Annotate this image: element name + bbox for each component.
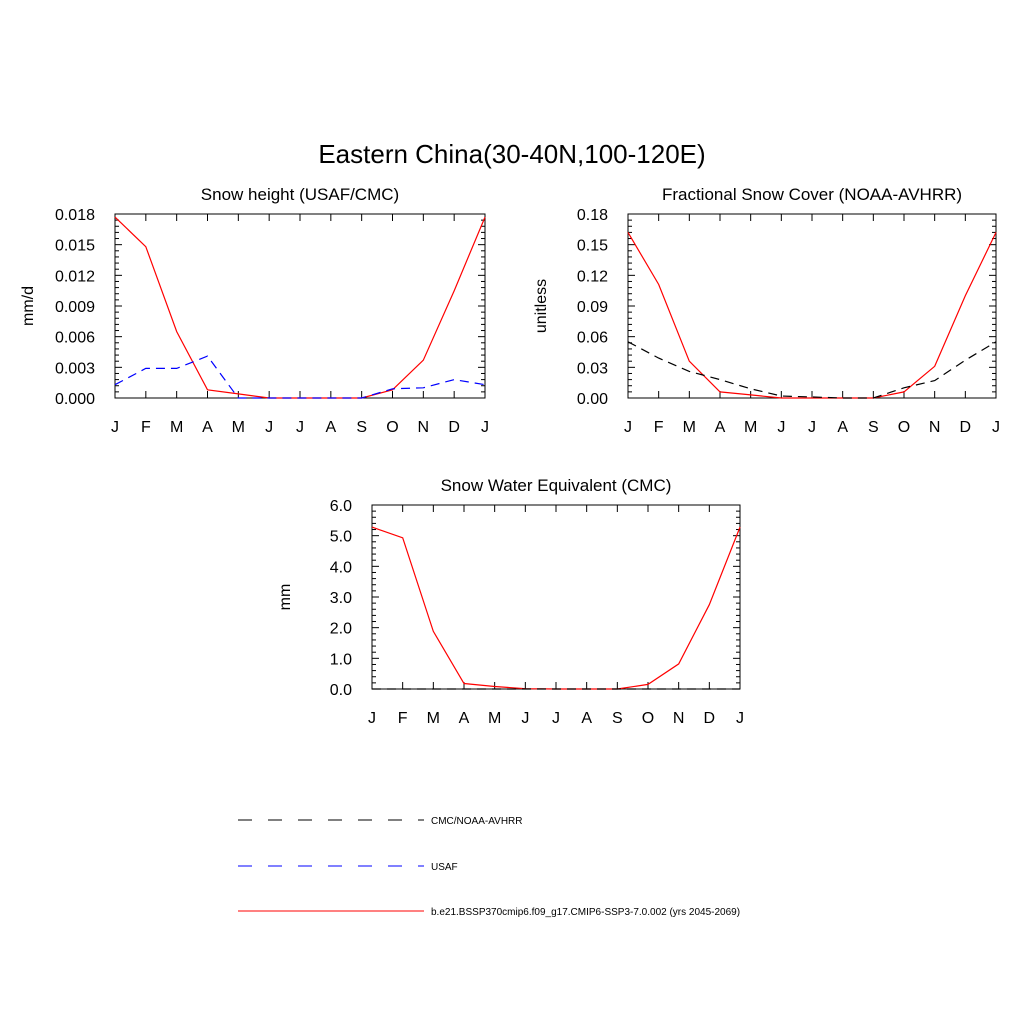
x-tick-label: J	[521, 710, 529, 727]
y-tick-label: 4.0	[330, 559, 352, 576]
y-tick-label: 0.000	[55, 391, 95, 408]
y-tick-label: 2.0	[330, 621, 352, 638]
x-tick-label: M	[427, 710, 440, 727]
y-tick-label: 0.0	[330, 682, 352, 699]
y-axis-label: mm	[277, 584, 294, 611]
x-tick-label: A	[459, 710, 470, 727]
panel-title: Snow Water Equivalent (CMC)	[441, 476, 672, 495]
x-tick-label: N	[929, 419, 941, 436]
y-tick-label: 0.06	[577, 330, 608, 347]
series-line-model	[371, 526, 741, 690]
x-tick-label: S	[612, 710, 623, 727]
x-tick-label: J	[481, 419, 489, 436]
y-tick-label: 0.009	[55, 299, 95, 316]
y-tick-label: 0.00	[577, 391, 608, 408]
x-tick-label: O	[642, 710, 654, 727]
x-tick-label: J	[777, 419, 785, 436]
x-tick-label: M	[683, 419, 696, 436]
x-tick-label: J	[552, 710, 560, 727]
x-tick-label: D	[448, 419, 460, 436]
y-tick-label: 0.003	[55, 360, 95, 377]
x-tick-label: J	[992, 419, 1000, 436]
panels: Snow height (USAF/CMC)mm/d0.0000.0030.00…	[20, 185, 1000, 727]
plot-frame	[627, 213, 997, 399]
x-tick-label: F	[398, 710, 408, 727]
series-line-model	[627, 232, 997, 399]
chart-panel-1: Snow height (USAF/CMC) mm/d 0.000 0.003 0.00…	[20, 185, 489, 436]
y-tick-label: 1.0	[330, 651, 352, 668]
y-tick-label: 3.0	[330, 590, 352, 607]
x-tick-label: J	[736, 710, 744, 727]
x-tick-label: A	[581, 710, 592, 727]
series-line-usaf	[114, 355, 486, 399]
x-tick-label: O	[386, 419, 398, 436]
x-tick-label: J	[265, 419, 273, 436]
x-tick-label: M	[488, 710, 501, 727]
y-axis-label: unitless	[533, 279, 550, 333]
y-tick-label: 0.015	[55, 238, 95, 255]
y-tick-label: 0.018	[55, 207, 95, 224]
x-tick-label: F	[141, 419, 151, 436]
series-line-cmc	[627, 341, 997, 399]
legend-label: b.e21.BSSP370cmip6.f09_g17.CMIP6-SSP3-7.…	[431, 907, 740, 918]
x-tick-label: A	[325, 419, 336, 436]
y-tick-label: 0.15	[577, 238, 608, 255]
legend-item-1: CMC/NOAA-AVHRR	[238, 816, 522, 827]
legend: CMC/NOAA-AVHRR USAF b.e21.BSSP370cmip6.f09…	[238, 816, 740, 918]
figure-title: Eastern China(30-40N,100-120E)	[318, 139, 705, 169]
x-tick-label: J	[624, 419, 632, 436]
y-tick-label: 0.12	[577, 268, 608, 285]
chart-panel-3: Snow Water Equivalent (CMC) mm 0.0 1.0 2.0 3.…	[277, 476, 744, 727]
y-tick-label: 6.0	[330, 498, 352, 515]
y-axis-label: mm/d	[20, 286, 37, 326]
x-tick-label: N	[418, 419, 430, 436]
panel-title: Snow height (USAF/CMC)	[201, 185, 399, 204]
x-tick-label: J	[111, 419, 119, 436]
legend-label: USAF	[431, 862, 458, 873]
x-tick-label: S	[356, 419, 367, 436]
x-tick-label: D	[704, 710, 716, 727]
x-tick-label: A	[202, 419, 213, 436]
x-tick-label: M	[744, 419, 757, 436]
x-tick-label: D	[960, 419, 972, 436]
x-tick-label: A	[715, 419, 726, 436]
x-tick-label: J	[808, 419, 816, 436]
y-tick-label: 0.09	[577, 299, 608, 316]
x-tick-label: F	[654, 419, 664, 436]
series-line-model	[114, 216, 486, 399]
y-tick-label: 0.006	[55, 330, 95, 347]
panel-title: Fractional Snow Cover (NOAA-AVHRR)	[662, 185, 962, 204]
legend-item-3: b.e21.BSSP370cmip6.f09_g17.CMIP6-SSP3-7.…	[238, 907, 740, 918]
x-tick-label: M	[170, 419, 183, 436]
plot-frame	[114, 213, 486, 399]
y-tick-label: 5.0	[330, 529, 352, 546]
x-tick-label: N	[673, 710, 685, 727]
legend-label: CMC/NOAA-AVHRR	[431, 816, 522, 827]
chart-panel-2: Fractional Snow Cover (NOAA-AVHRR) unitle…	[533, 185, 1000, 436]
x-tick-label: A	[837, 419, 848, 436]
plot-frame	[371, 504, 741, 690]
x-tick-label: M	[232, 419, 245, 436]
y-tick-label: 0.012	[55, 268, 95, 285]
x-tick-label: J	[368, 710, 376, 727]
y-tick-label: 0.03	[577, 360, 608, 377]
x-tick-label: J	[296, 419, 304, 436]
y-tick-label: 0.18	[577, 207, 608, 224]
x-tick-label: O	[898, 419, 910, 436]
x-tick-label: S	[868, 419, 879, 436]
legend-item-2: USAF	[238, 862, 458, 873]
